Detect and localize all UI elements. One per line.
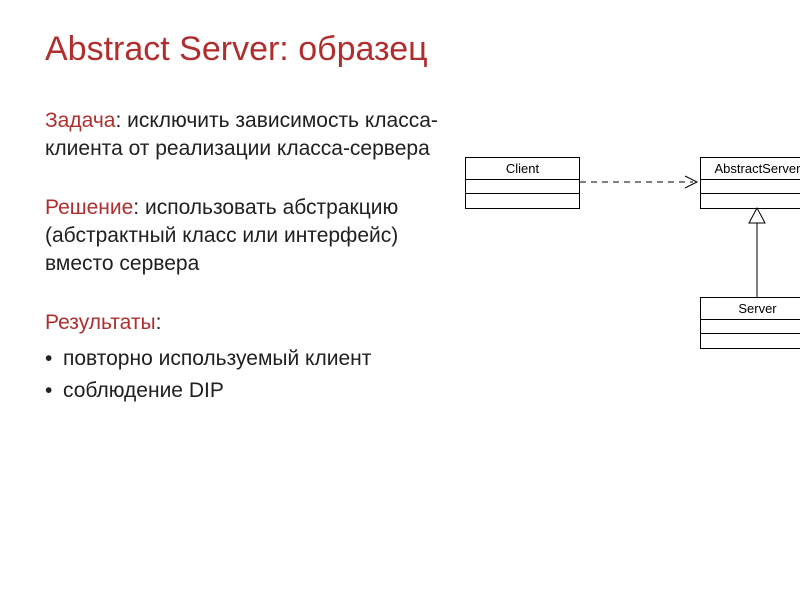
list-item: соблюдение DIP (45, 375, 445, 407)
uml-attr-section (466, 180, 579, 194)
results-text: : (156, 311, 162, 334)
slide: Abstract Server: образец Задача: исключи… (0, 0, 800, 600)
results-label: Результаты (45, 311, 156, 334)
results-paragraph: Результаты: (45, 309, 445, 337)
uml-class-client: Client (465, 157, 580, 209)
generalization-arrowhead (749, 208, 765, 223)
solution-label: Решение (45, 196, 133, 219)
uml-op-section (701, 334, 800, 348)
text-column: Задача: исключить зависимость класса-кли… (45, 107, 445, 406)
slide-title: Abstract Server: образец (45, 30, 775, 69)
task-label: Задача (45, 109, 115, 132)
uml-op-section (701, 194, 800, 208)
uml-class-name: Server (701, 298, 800, 320)
diagram-column: Client AbstractServer Server (465, 107, 775, 406)
results-list: повторно используемый клиент соблюдение … (45, 343, 445, 406)
uml-class-name: Client (466, 158, 579, 180)
task-paragraph: Задача: исключить зависимость класса-кли… (45, 107, 445, 164)
uml-attr-section (701, 180, 800, 194)
dependency-arrowhead (685, 176, 697, 188)
content-row: Задача: исключить зависимость класса-кли… (45, 107, 775, 406)
list-item: повторно используемый клиент (45, 343, 445, 375)
uml-class-name: AbstractServer (701, 158, 800, 180)
uml-class-abstractserver: AbstractServer (700, 157, 800, 209)
uml-class-server: Server (700, 297, 800, 349)
uml-op-section (466, 194, 579, 208)
uml-attr-section (701, 320, 800, 334)
solution-paragraph: Решение: использовать абстракцию (абстра… (45, 194, 445, 279)
